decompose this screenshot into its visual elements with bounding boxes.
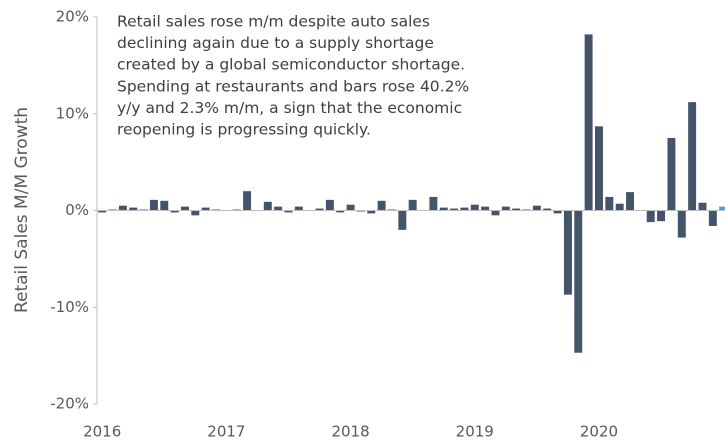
bar	[491, 210, 500, 216]
bar	[667, 137, 676, 211]
bar	[563, 210, 572, 295]
y-tick-label: 20%	[56, 8, 89, 26]
bar	[408, 199, 417, 211]
bar	[377, 200, 386, 211]
bar	[708, 210, 717, 226]
bar	[450, 208, 459, 211]
annotation-line: declining again due to a supply shortage	[117, 34, 434, 52]
annotation-line: created by a global semiconductor shorta…	[117, 56, 465, 74]
bar	[595, 126, 603, 211]
y-tick-label: -10%	[50, 298, 89, 316]
bar	[501, 206, 510, 211]
bar	[677, 210, 686, 238]
bar	[98, 210, 107, 213]
bar	[553, 210, 562, 214]
bar	[429, 196, 438, 211]
x-tick-label: 2019	[456, 423, 494, 441]
bar	[481, 206, 490, 211]
bar	[584, 34, 593, 211]
annotation-line: Spending at restaurants and bars rose 40…	[117, 77, 469, 95]
bar	[129, 207, 138, 211]
bar	[688, 102, 697, 211]
y-axis-label: Retail Sales M/M Growth	[12, 107, 32, 313]
bar	[439, 207, 448, 211]
annotation-line: y/y and 2.3% m/m, a sign that the econom…	[117, 99, 462, 117]
bar	[160, 200, 169, 211]
bar	[336, 210, 345, 213]
bar	[149, 199, 158, 211]
x-tick-label: 2018	[331, 423, 369, 441]
bar	[719, 206, 725, 211]
bar	[460, 207, 469, 211]
bar	[646, 210, 655, 223]
annotation-line: reopening is progressing quickly.	[117, 121, 371, 139]
bar	[181, 206, 189, 211]
bar	[274, 206, 283, 211]
y-tick-label: 10%	[56, 104, 89, 122]
bar	[346, 204, 355, 211]
bar	[367, 210, 376, 214]
bar	[512, 208, 521, 211]
annotation-line: Retail sales rose m/m despite auto sales	[117, 13, 430, 31]
bar	[657, 210, 666, 222]
bar	[605, 196, 614, 211]
bar	[698, 202, 707, 211]
bar	[243, 191, 252, 211]
x-tick-label: 2020	[580, 423, 618, 441]
bar	[574, 210, 583, 353]
bar	[170, 210, 179, 213]
bar	[315, 208, 324, 211]
x-tick-label: 2016	[83, 423, 121, 441]
bar	[532, 205, 541, 211]
bar	[201, 207, 210, 211]
bar	[615, 203, 624, 211]
bar	[118, 205, 127, 211]
bar	[191, 210, 200, 216]
bar	[398, 210, 407, 230]
bar	[626, 192, 634, 211]
bar	[284, 210, 293, 213]
x-tick-label: 2017	[207, 423, 245, 441]
bar	[294, 206, 303, 211]
y-tick-label: 0%	[65, 201, 89, 219]
bar	[263, 201, 272, 211]
bar	[543, 208, 552, 211]
bar	[325, 199, 334, 211]
y-tick-label: -20%	[50, 395, 89, 413]
bar	[470, 204, 479, 211]
